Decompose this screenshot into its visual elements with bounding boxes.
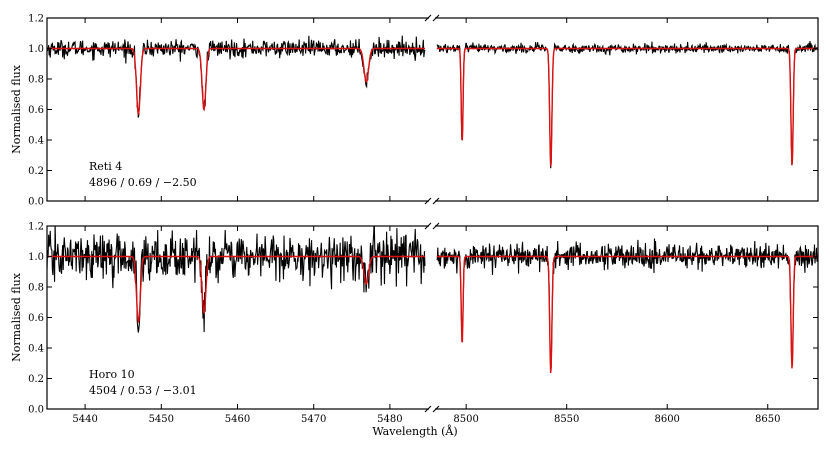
axis-break-gap <box>429 16 435 20</box>
axis-break-mark <box>432 197 440 205</box>
panel-1: 0.0 0.2 0.4 0.6 0.8 1.0 1.2 Normalised flux Reti… <box>10 14 819 208</box>
stellar-parameters-label: 4896 / 0.69 / −2.50 <box>89 176 197 189</box>
model-spectrum-line <box>47 47 425 116</box>
x-tick-label: 8650 <box>755 414 780 425</box>
panel-2: 0.0 0.2 0.4 0.6 0.8 1.0 1.2 5440 5450 5460 5470 548… <box>10 222 819 425</box>
x-axis-label: Wavelength (Å) <box>372 424 457 438</box>
y-axis-label: Normalised flux <box>10 64 23 154</box>
y-axis-label: Normalised flux <box>10 272 23 362</box>
y-tick-label: 0.2 <box>28 374 44 385</box>
observed-spectrum-line <box>436 238 818 371</box>
x-tick-label: 5480 <box>377 414 402 425</box>
x-tick-label: 5450 <box>149 414 174 425</box>
axis-break-mark <box>432 222 440 230</box>
x-tick-label: 5440 <box>72 414 97 425</box>
axis-break-mark <box>424 197 432 205</box>
axis-break-mark <box>424 14 432 22</box>
star-name-label: Horo 10 <box>89 368 135 381</box>
axis-break-mark <box>432 405 440 413</box>
y-tick-label: 1.0 <box>28 44 44 55</box>
axis-break-mark <box>424 222 432 230</box>
axis-break-mark <box>432 14 440 22</box>
y-tick-label: 1.0 <box>28 252 44 263</box>
axis-break-mark <box>424 405 432 413</box>
y-tick-label: 0.6 <box>28 105 44 116</box>
y-tick-label: 1.2 <box>28 14 44 25</box>
x-tick-label: 8500 <box>453 414 478 425</box>
y-tick-label: 1.2 <box>28 222 44 233</box>
axis-break-gap <box>429 407 435 411</box>
axis-break-gap <box>429 199 435 203</box>
y-tick-label: 0.4 <box>28 344 44 355</box>
axis-break-gap <box>429 224 435 228</box>
model-spectrum-line <box>436 47 818 167</box>
star-name-label: Reti 4 <box>89 160 122 173</box>
y-tick-label: 0.6 <box>28 313 44 324</box>
x-tick-label: 8600 <box>654 414 679 425</box>
axes-frame <box>46 17 819 202</box>
x-tick-label: 5470 <box>301 414 326 425</box>
stellar-parameters-label: 4504 / 0.53 / −3.01 <box>89 384 197 397</box>
y-tick-label: 0.0 <box>28 197 44 208</box>
y-tick-label: 0.8 <box>28 75 44 86</box>
x-tick-label: 5460 <box>225 414 250 425</box>
y-tick-label: 0.2 <box>28 166 44 177</box>
y-tick-label: 0.4 <box>28 136 44 147</box>
observed-spectrum-line <box>47 226 426 333</box>
y-tick-label: 0.0 <box>28 405 44 416</box>
observed-spectrum-line <box>436 41 818 169</box>
y-tick-label: 0.8 <box>28 283 44 294</box>
x-tick-label: 8550 <box>554 414 579 425</box>
observed-spectrum-line <box>47 35 426 118</box>
model-spectrum-line <box>47 255 425 324</box>
model-spectrum-line <box>436 255 818 374</box>
